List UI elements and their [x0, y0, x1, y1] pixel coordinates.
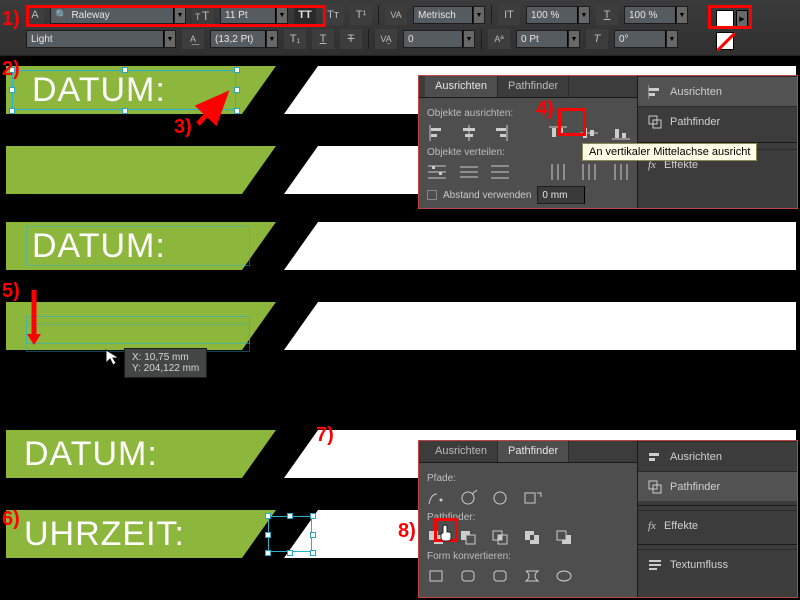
shape-rect-icon[interactable] — [427, 566, 447, 584]
anno-7: 7) — [316, 424, 334, 447]
distribute-icons-row — [427, 162, 631, 180]
anno-4: 4) — [536, 98, 554, 121]
spacing-field[interactable]: 0 mm — [537, 186, 585, 204]
bar-3-text: DATUM: — [24, 435, 158, 474]
tab-ausrichten[interactable]: Ausrichten — [425, 76, 498, 97]
pathfinder-panel: Ausrichten Pathfinder ▸≡ Pfade: Pathfind… — [418, 440, 798, 598]
skew-icon: T — [586, 29, 608, 49]
bar-4-text: UHRZEIT: — [24, 515, 185, 554]
arrow-3 — [194, 88, 234, 128]
vscale-combo[interactable]: 100 %▼ — [526, 6, 590, 24]
stroke-swatch[interactable] — [716, 32, 734, 50]
label-align: Objekte ausrichten: — [427, 108, 631, 119]
spacing-checkbox[interactable] — [427, 190, 437, 200]
align-tooltip: An vertikaler Mittelachse ausricht — [582, 143, 757, 161]
anno-2: 2) — [2, 58, 20, 81]
tab-pathfinder[interactable]: Pathfinder — [498, 76, 569, 97]
cursor-icon — [104, 348, 122, 366]
align-bottom-icon[interactable] — [611, 123, 631, 141]
pf-strip-textumfluss[interactable]: Textumfluss — [638, 549, 797, 579]
dist-left-icon[interactable] — [548, 162, 568, 180]
baseline-combo[interactable]: 0 Pt▼ — [516, 30, 580, 48]
pf-strip-pathfinder[interactable]: Pathfinder — [638, 471, 797, 501]
pf-tab-pathfinder[interactable]: Pathfinder — [498, 441, 569, 462]
panel-menu-strip: Ausrichten Pathfinder fx Effekte — [637, 76, 797, 208]
pf-intersect-icon[interactable] — [491, 527, 511, 545]
dist-top-icon[interactable] — [427, 162, 447, 180]
bar-1b[interactable] — [6, 146, 242, 194]
vscale-icon: IT — [498, 5, 520, 25]
dist-bottom-icon[interactable] — [490, 162, 510, 180]
pf-paths-label: Pfade: — [427, 473, 631, 484]
tracking-icon: VA̱ — [375, 29, 397, 49]
baseline-icon: Aª — [488, 29, 510, 49]
font-weight-combo[interactable]: Light▼ — [26, 30, 176, 48]
hscale-icon: T — [596, 5, 618, 25]
superscript-button[interactable]: T¹ — [350, 5, 372, 25]
shape-inverse-icon[interactable] — [523, 566, 543, 584]
highlight-fill — [708, 5, 752, 29]
kerning-icon: VA — [385, 5, 407, 25]
subscript-button[interactable]: T₁ — [284, 29, 306, 49]
align-hcenter-icon[interactable] — [459, 123, 479, 141]
underline-button[interactable]: T — [312, 29, 334, 49]
pf-menu-strip: Ausrichten Pathfinder fx Effekte Textumf… — [637, 441, 797, 597]
shape-bevel-icon[interactable] — [491, 566, 511, 584]
pf-open-icon[interactable] — [459, 488, 479, 506]
strip-pathfinder[interactable]: Pathfinder — [638, 106, 797, 136]
pf-strip-ausrichten[interactable]: Ausrichten — [638, 441, 797, 471]
anno-6: 6) — [2, 508, 20, 531]
spacing-label: Abstand verwenden — [443, 190, 531, 201]
pf-tab-ausrichten[interactable]: Ausrichten — [425, 441, 498, 462]
pf-join-icon[interactable] — [427, 488, 447, 506]
shape-roundrect-icon[interactable] — [459, 566, 479, 584]
pf-strip-effekte[interactable]: fx Effekte — [638, 510, 797, 540]
dist-hcenter-icon[interactable] — [580, 162, 600, 180]
strikethrough-button[interactable]: T — [340, 29, 362, 49]
pf-subtract-icon[interactable] — [459, 527, 479, 545]
skew-combo[interactable]: 0°▼ — [614, 30, 678, 48]
leading-combo[interactable]: (13,2 Pt)▼ — [210, 30, 278, 48]
arrow-5 — [24, 288, 44, 346]
pf-close-icon[interactable] — [491, 488, 511, 506]
hscale-combo[interactable]: 100 %▼ — [624, 6, 688, 24]
align-left-icon[interactable] — [427, 123, 447, 141]
anno-5: 5) — [2, 280, 20, 303]
anno-8: 8) — [398, 520, 416, 543]
selection-frame-4 — [268, 516, 312, 552]
highlight-1 — [26, 5, 326, 27]
dist-vcenter-icon[interactable] — [459, 162, 479, 180]
align-panel: Ausrichten Pathfinder ▸≡ Objekte ausrich… — [418, 75, 798, 209]
pf-minusback-icon[interactable] — [555, 527, 575, 545]
tracking-combo[interactable]: 0▼ — [403, 30, 475, 48]
pf-exclude-icon[interactable] — [523, 527, 543, 545]
anno-3: 3) — [174, 116, 192, 139]
align-icons-row — [427, 123, 631, 141]
dist-right-icon[interactable] — [611, 162, 631, 180]
pf-reverse-icon[interactable] — [523, 488, 543, 506]
coordinates-tooltip: X: 10,75 mm Y: 204,122 mm — [124, 348, 207, 378]
kerning-combo[interactable]: Metrisch▼ — [413, 6, 485, 24]
highlight-4 — [558, 108, 586, 136]
selection-frame-2 — [26, 226, 250, 266]
align-right-icon[interactable] — [490, 123, 510, 141]
leading-icon: A͟ — [182, 29, 204, 49]
hand-cursor-icon — [438, 524, 454, 542]
pf-convert-label: Form konvertieren: — [427, 551, 631, 562]
shape-ellipse-icon[interactable] — [555, 566, 575, 584]
anno-1: 1) — [2, 8, 20, 31]
strip-ausrichten[interactable]: Ausrichten — [638, 76, 797, 106]
